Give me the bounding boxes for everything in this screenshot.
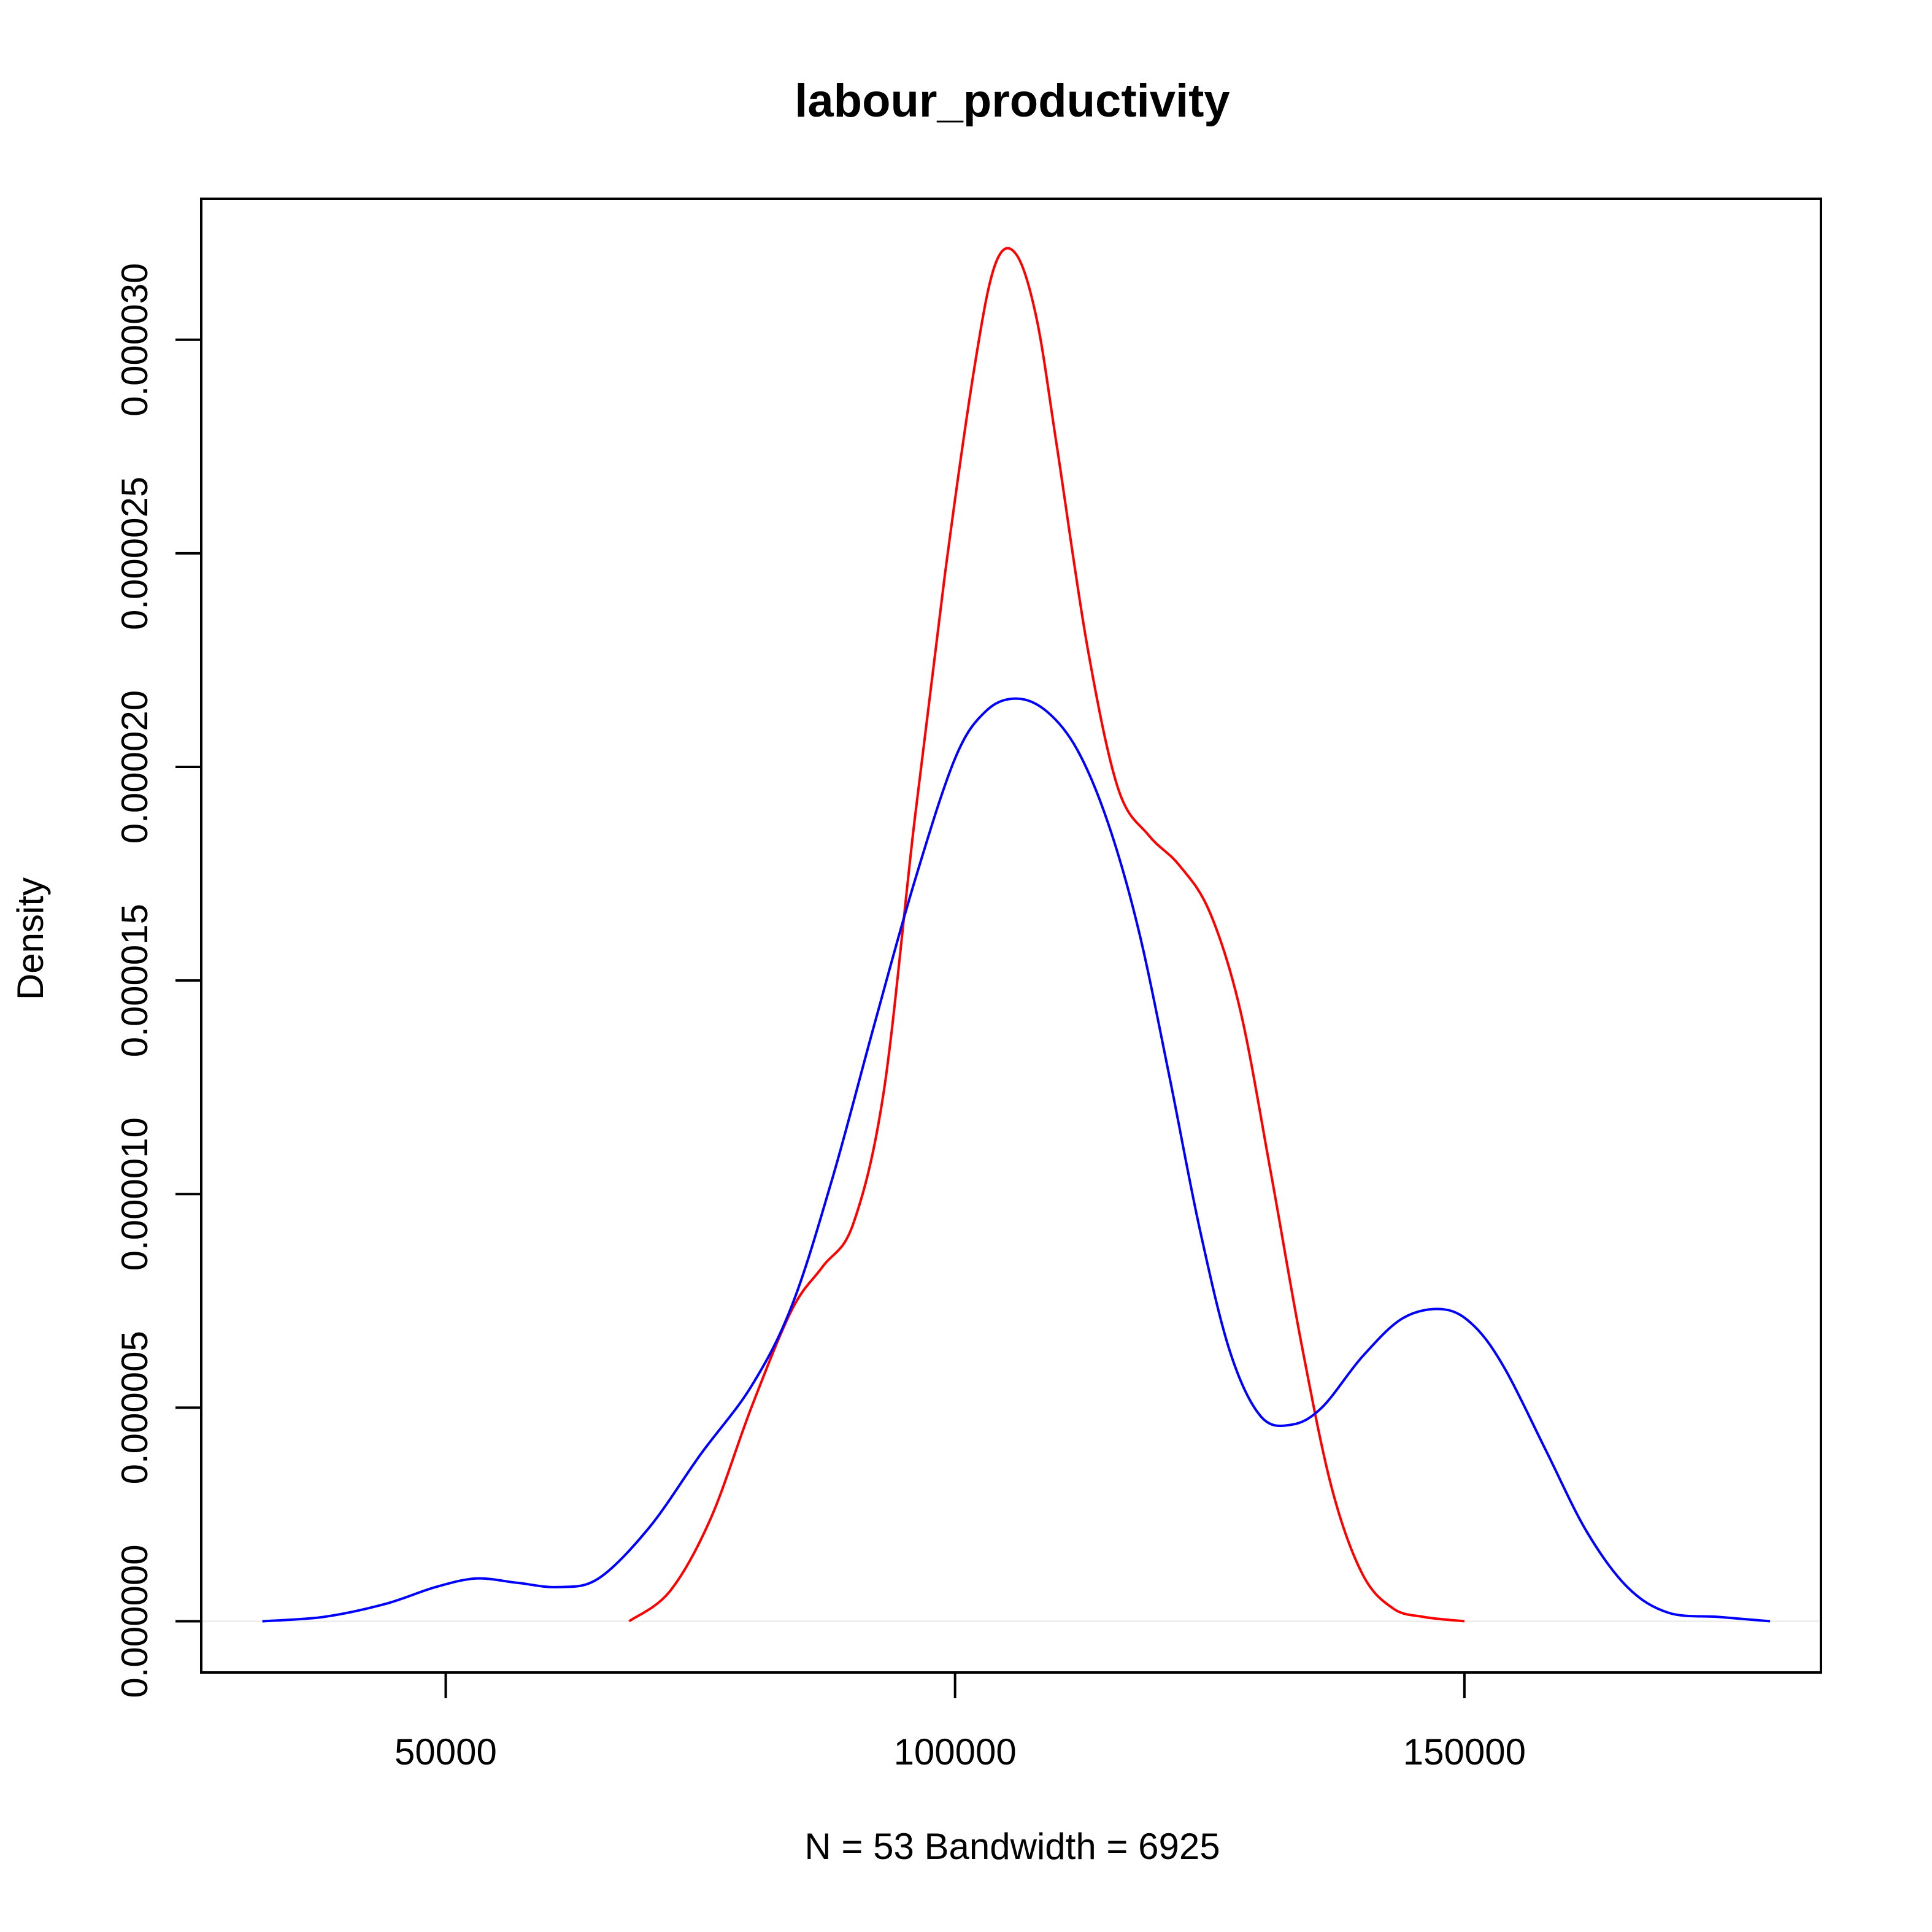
- x-axis-label: N = 53 Bandwidth = 6925: [804, 1826, 1220, 1867]
- plot-frame: [200, 198, 1822, 1674]
- y-axis: 0.000000 0.000005 0.000010 0.000015 0.000020…: [114, 263, 202, 1698]
- y-axis-label: Density: [10, 877, 51, 1000]
- series-layer: [262, 247, 1771, 1623]
- x-tick-label: 100000: [894, 1731, 1017, 1772]
- y-tick-label: 0.000010: [114, 1117, 155, 1271]
- y-tick-label: 0.000000: [114, 1544, 155, 1698]
- x-tick-label: 50000: [394, 1731, 497, 1772]
- y-tick-label: 0.000005: [114, 1331, 155, 1484]
- density-line-2: [262, 697, 1771, 1623]
- y-tick-label: 0.000020: [114, 690, 155, 844]
- y-tick-label: 0.000025: [114, 477, 155, 630]
- x-axis: 50000 100000 150000: [394, 1671, 1526, 1772]
- chart-title: labour_productivity: [795, 75, 1230, 127]
- y-tick-label: 0.000015: [114, 904, 155, 1057]
- y-tick-label: 0.000030: [114, 263, 155, 417]
- density-line-1: [628, 247, 1465, 1623]
- x-tick-label: 150000: [1403, 1731, 1526, 1772]
